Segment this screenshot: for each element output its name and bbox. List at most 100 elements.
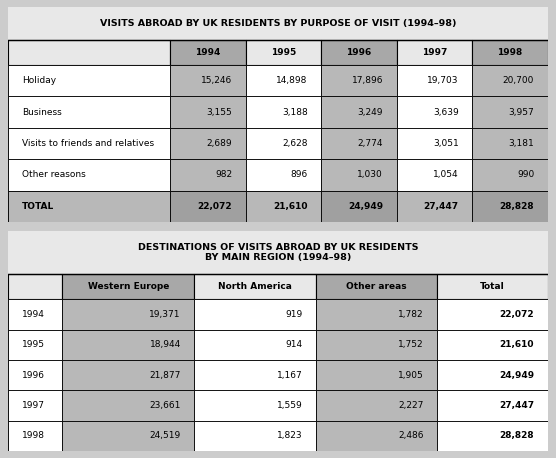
Bar (8, 330, 62, 360)
Bar (321, 191, 396, 222)
Text: 3,155: 3,155 (206, 108, 232, 117)
Bar (396, 128, 472, 159)
Text: 919: 919 (285, 310, 302, 319)
Bar (437, 330, 548, 360)
Text: 1996: 1996 (22, 371, 45, 380)
Text: 3,188: 3,188 (282, 108, 307, 117)
Text: 3,639: 3,639 (433, 108, 459, 117)
Text: 1994: 1994 (195, 48, 221, 57)
Bar (8, 65, 170, 97)
Bar (246, 191, 321, 222)
Bar (170, 40, 246, 65)
Bar (437, 421, 548, 451)
Bar (170, 128, 246, 159)
Bar (316, 391, 437, 421)
Text: 3,249: 3,249 (358, 108, 383, 117)
Bar (62, 421, 195, 451)
Text: 1998: 1998 (22, 431, 45, 441)
Text: 1997: 1997 (421, 48, 447, 57)
Text: 2,689: 2,689 (206, 139, 232, 148)
Bar (195, 330, 316, 360)
Bar (8, 231, 548, 274)
Bar (170, 97, 246, 128)
Text: 3,957: 3,957 (508, 108, 534, 117)
Bar (8, 274, 62, 300)
Text: 18,944: 18,944 (150, 340, 181, 349)
Bar (62, 391, 195, 421)
Bar (321, 40, 396, 65)
Text: 24,519: 24,519 (150, 431, 181, 441)
Bar (396, 97, 472, 128)
Bar (8, 421, 62, 451)
Text: 17,896: 17,896 (351, 76, 383, 85)
Bar (62, 330, 195, 360)
Text: 990: 990 (517, 170, 534, 180)
Text: 1996: 1996 (346, 48, 371, 57)
Text: 914: 914 (285, 340, 302, 349)
Text: 22,072: 22,072 (197, 202, 232, 211)
Text: DESTINATIONS OF VISITS ABROAD BY UK RESIDENTS
BY MAIN REGION (1994–98): DESTINATIONS OF VISITS ABROAD BY UK RESI… (138, 243, 418, 262)
Text: 27,447: 27,447 (499, 401, 534, 410)
Text: 24,949: 24,949 (499, 371, 534, 380)
Text: 1995: 1995 (271, 48, 296, 57)
Bar (195, 300, 316, 330)
Text: 28,828: 28,828 (499, 431, 534, 441)
Text: 982: 982 (215, 170, 232, 180)
Text: 24,949: 24,949 (348, 202, 383, 211)
Bar (472, 97, 548, 128)
Text: 1995: 1995 (22, 340, 45, 349)
Text: 1,905: 1,905 (398, 371, 424, 380)
Text: Other areas: Other areas (346, 282, 407, 291)
Text: 19,703: 19,703 (427, 76, 459, 85)
Text: Other reasons: Other reasons (22, 170, 86, 180)
Text: 3,181: 3,181 (508, 139, 534, 148)
Bar (437, 360, 548, 391)
Text: 3,051: 3,051 (433, 139, 459, 148)
Text: 1998: 1998 (497, 48, 523, 57)
Text: 28,828: 28,828 (499, 202, 534, 211)
Text: Western Europe: Western Europe (88, 282, 169, 291)
Text: 1,782: 1,782 (398, 310, 424, 319)
Bar (316, 274, 437, 300)
Bar (321, 65, 396, 97)
Bar (195, 391, 316, 421)
Bar (472, 40, 548, 65)
Bar (246, 97, 321, 128)
Bar (8, 191, 170, 222)
Text: 27,447: 27,447 (424, 202, 459, 211)
Text: Visits to friends and relatives: Visits to friends and relatives (22, 139, 154, 148)
Bar (321, 97, 396, 128)
Bar (246, 128, 321, 159)
Text: 1,167: 1,167 (276, 371, 302, 380)
Bar (396, 159, 472, 191)
Text: 1,823: 1,823 (277, 431, 302, 441)
Bar (437, 300, 548, 330)
Text: VISITS ABROAD BY UK RESIDENTS BY PURPOSE OF VISIT (1994–98): VISITS ABROAD BY UK RESIDENTS BY PURPOSE… (100, 19, 456, 28)
Text: 1,752: 1,752 (398, 340, 424, 349)
Bar (8, 391, 62, 421)
Bar (8, 7, 548, 40)
Text: 2,774: 2,774 (358, 139, 383, 148)
Bar (472, 191, 548, 222)
Bar (8, 128, 170, 159)
Bar (316, 421, 437, 451)
Text: 15,246: 15,246 (201, 76, 232, 85)
Bar (62, 274, 195, 300)
Bar (62, 360, 195, 391)
Text: Holiday: Holiday (22, 76, 56, 85)
Text: 1,054: 1,054 (433, 170, 459, 180)
Text: 23,661: 23,661 (150, 401, 181, 410)
Text: 21,610: 21,610 (273, 202, 307, 211)
Text: 1997: 1997 (22, 401, 45, 410)
Bar (246, 159, 321, 191)
Bar (316, 330, 437, 360)
Text: 896: 896 (290, 170, 307, 180)
Text: 22,072: 22,072 (499, 310, 534, 319)
Bar (195, 360, 316, 391)
Text: 20,700: 20,700 (503, 76, 534, 85)
Bar (396, 40, 472, 65)
Text: 2,628: 2,628 (282, 139, 307, 148)
Text: 1,559: 1,559 (276, 401, 302, 410)
Bar (8, 159, 170, 191)
Bar (321, 128, 396, 159)
